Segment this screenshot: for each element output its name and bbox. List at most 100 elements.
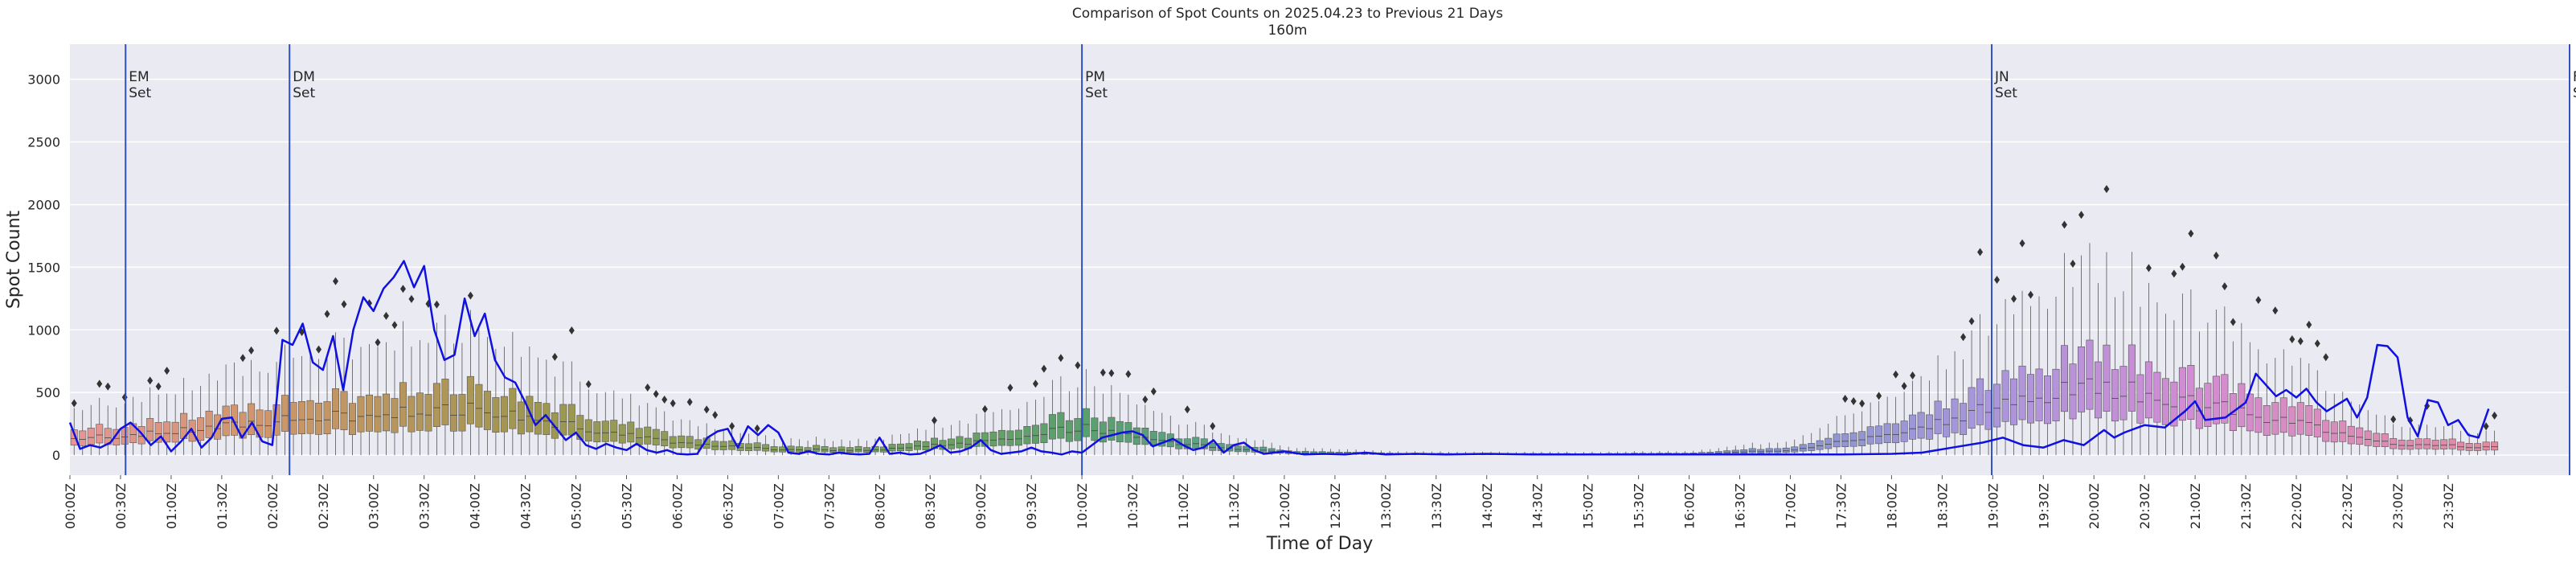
- box-outlier: [2314, 339, 2320, 348]
- box-body: [2204, 383, 2212, 427]
- box-body: [2474, 443, 2482, 451]
- box-outlier: [71, 399, 77, 408]
- box-body: [1158, 432, 1166, 447]
- x-tick-label: 01:00Z: [164, 483, 179, 529]
- box-body: [567, 404, 575, 436]
- box-body: [989, 431, 997, 447]
- box-body: [222, 405, 230, 437]
- box-body: [205, 410, 213, 438]
- box-body: [289, 402, 297, 435]
- box-body: [449, 394, 457, 432]
- x-tick-label: 16:00Z: [1682, 483, 1698, 529]
- box-body: [2288, 406, 2296, 437]
- box-body: [1082, 408, 1090, 437]
- box-outlier: [1210, 422, 1216, 431]
- box-body: [475, 384, 483, 428]
- box-body: [1748, 448, 1756, 453]
- box-outlier: [375, 338, 381, 347]
- box-outlier: [670, 399, 676, 408]
- box-outlier: [1184, 405, 1190, 414]
- chart-subtitle: 160m: [1268, 23, 1307, 39]
- box-outlier: [754, 424, 760, 433]
- box-outlier: [645, 383, 651, 392]
- box-outlier: [568, 326, 575, 334]
- box-body: [576, 415, 584, 440]
- box-body: [863, 447, 871, 453]
- box-body: [601, 420, 609, 442]
- box-body: [1892, 423, 1900, 444]
- box-body: [2060, 345, 2068, 412]
- box-body: [711, 441, 719, 450]
- box-body: [838, 446, 846, 453]
- box-body: [652, 429, 660, 445]
- box-body: [762, 444, 770, 452]
- x-tick-label: 11:30Z: [1227, 483, 1242, 529]
- box-body: [1048, 414, 1056, 440]
- box-body: [1731, 449, 1739, 454]
- box-body: [2457, 441, 2465, 451]
- box-body: [2153, 371, 2161, 423]
- box-outlier: [653, 389, 659, 398]
- tick-layer: 0 500 1000 1500 2000 2500 3000 00:00Z 00:30Z 01:0…: [27, 72, 2456, 529]
- box-body: [2414, 438, 2422, 449]
- chart-title: Comparison of Spot Counts on 2025.04.23 …: [1072, 6, 1503, 22]
- box-outlier: [1876, 392, 1882, 400]
- marker-label: Set: [1085, 85, 1108, 101]
- box-outlier: [931, 416, 937, 425]
- box-body: [357, 396, 365, 433]
- box-body: [829, 447, 838, 453]
- box-body: [332, 388, 340, 429]
- box-body: [500, 396, 508, 433]
- box-body: [113, 429, 121, 445]
- x-tick-label: 19:30Z: [2036, 483, 2051, 529]
- x-tick-label: 06:30Z: [720, 483, 735, 529]
- box-outlier: [1125, 370, 1132, 379]
- box-outlier: [408, 294, 415, 303]
- box-body: [584, 419, 592, 442]
- box-outlier: [2483, 422, 2489, 431]
- box-outlier: [551, 352, 558, 361]
- box-outlier: [333, 277, 339, 285]
- box-body: [146, 418, 154, 441]
- marker-label: FN: [2573, 69, 2576, 85]
- box-outlier: [1910, 371, 1916, 379]
- box-body: [197, 417, 205, 441]
- box-body: [2255, 397, 2263, 433]
- x-tick-label: 14:30Z: [1530, 483, 1546, 529]
- y-tick-label: 1500: [27, 260, 60, 275]
- box-body: [2069, 363, 2077, 420]
- box-body: [1968, 387, 1976, 429]
- box-body: [1909, 414, 1917, 440]
- box-outlier: [1893, 370, 1899, 379]
- box-body: [1934, 400, 1942, 434]
- box-outlier: [1007, 384, 1014, 392]
- line-layer: [68, 260, 2490, 456]
- box-body: [1875, 425, 1883, 445]
- x-tick-label: 09:00Z: [973, 483, 989, 529]
- x-tick-label: 05:30Z: [620, 483, 635, 529]
- box-outlier: [1850, 396, 1857, 405]
- box-body: [2077, 346, 2085, 412]
- box-body: [2010, 378, 2018, 425]
- box-body: [854, 445, 862, 453]
- box-body: [2330, 421, 2338, 443]
- box-outlier: [1142, 395, 1149, 404]
- box-outlier: [2272, 306, 2279, 315]
- y-tick-label: 500: [35, 385, 60, 400]
- box-body: [559, 404, 567, 436]
- box-body: [458, 394, 466, 432]
- marker-label: PM: [1085, 69, 1105, 85]
- box-body: [1808, 443, 1816, 451]
- box-body: [2221, 374, 2229, 424]
- box-body: [2178, 367, 2186, 421]
- box-outlier: [2019, 239, 2025, 248]
- box-body: [2001, 370, 2009, 422]
- box-body: [281, 395, 289, 432]
- box-body: [1926, 414, 1934, 440]
- box-body: [610, 420, 618, 442]
- box-outlier: [1150, 387, 1157, 396]
- x-tick-label: 02:30Z: [316, 483, 331, 529]
- y-tick-label: 2000: [27, 197, 60, 212]
- x-tick-label: 17:30Z: [1833, 483, 1849, 529]
- box-body: [627, 421, 635, 443]
